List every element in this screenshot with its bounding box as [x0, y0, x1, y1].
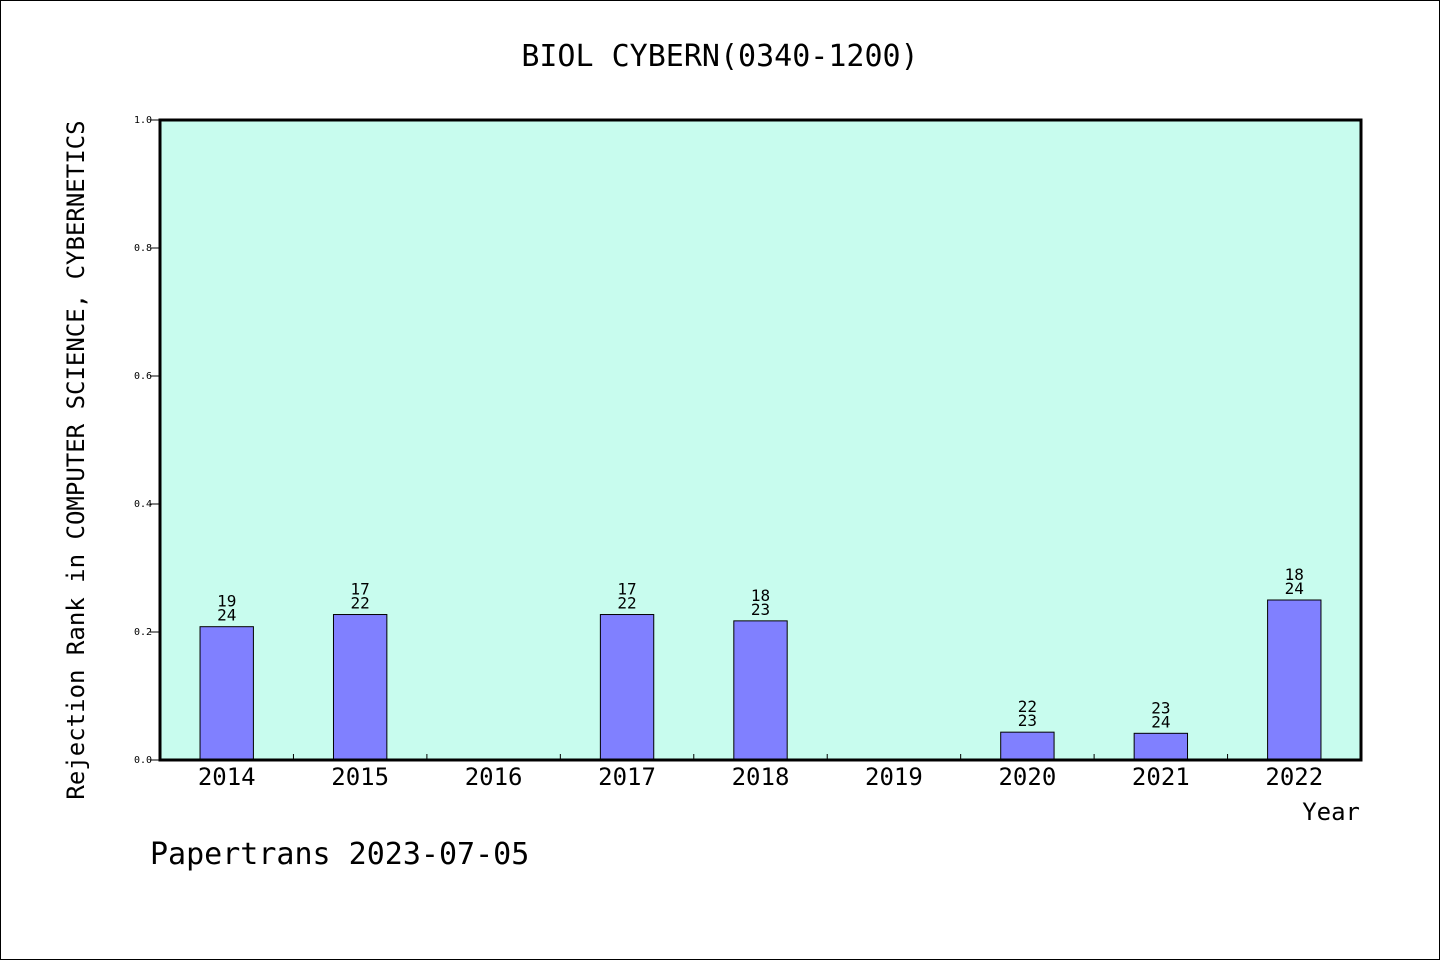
bar-label-denominator: 24 — [217, 606, 236, 625]
x-axis-label: Year — [1302, 798, 1360, 826]
chart-title: BIOL CYBERN(0340-1200) — [521, 39, 918, 74]
bar-label-numerator: 17 — [351, 580, 370, 599]
x-axis: 2014 2015 2016 2017 2018 2019 2020 2021 2022 — [198, 754, 1323, 791]
bar-label-denominator: 24 — [1151, 712, 1170, 731]
y-tick-label: 0.4 — [134, 499, 152, 510]
y-axis-label: Rejection Rank in COMPUTER SCIENCE, CYBE… — [62, 120, 90, 799]
bar — [199, 626, 254, 761]
y-tick-label: 1.0 — [134, 115, 152, 126]
bar — [733, 620, 788, 761]
y-tick-label: 0.0 — [134, 755, 152, 766]
x-tick-label: 2018 — [732, 763, 790, 791]
bar-label-numerator: 23 — [1151, 698, 1170, 717]
x-tick-label: 2021 — [1132, 763, 1190, 791]
footer-text: Papertrans 2023-07-05 — [150, 837, 529, 872]
bar — [1267, 599, 1322, 761]
x-tick-label: 2022 — [1265, 763, 1323, 791]
bar — [1000, 731, 1055, 761]
x-tick-label: 2019 — [865, 763, 923, 791]
bar — [1133, 732, 1189, 761]
y-tick-label: 0.6 — [134, 371, 152, 382]
bar-label-numerator: 22 — [1018, 697, 1037, 716]
bar-label-numerator: 17 — [617, 580, 636, 599]
x-tick-label: 2016 — [465, 763, 523, 791]
bar — [332, 614, 388, 761]
bar-label-numerator: 19 — [217, 592, 236, 611]
bar-label-denominator: 23 — [1018, 711, 1037, 730]
bar-label-denominator: 22 — [617, 594, 636, 613]
y-tick-label: 0.2 — [134, 627, 152, 638]
bar-label-denominator: 23 — [751, 600, 770, 619]
y-tick-label: 0.8 — [134, 243, 152, 254]
bar — [599, 614, 655, 761]
bar-label-denominator: 22 — [351, 594, 370, 613]
bar-label-numerator: 18 — [751, 586, 770, 605]
x-tick-label: 2015 — [331, 763, 389, 791]
x-tick-label: 2020 — [998, 763, 1056, 791]
x-tick-label: 2014 — [198, 763, 256, 791]
bar-label-denominator: 24 — [1285, 579, 1304, 598]
y-axis: 0.0 0.2 0.4 0.6 0.8 1.0 — [134, 115, 160, 766]
bar-series — [199, 599, 1322, 761]
x-tick-label: 2017 — [598, 763, 656, 791]
plot-border — [158, 118, 1363, 762]
bar-label-numerator: 18 — [1285, 565, 1304, 584]
